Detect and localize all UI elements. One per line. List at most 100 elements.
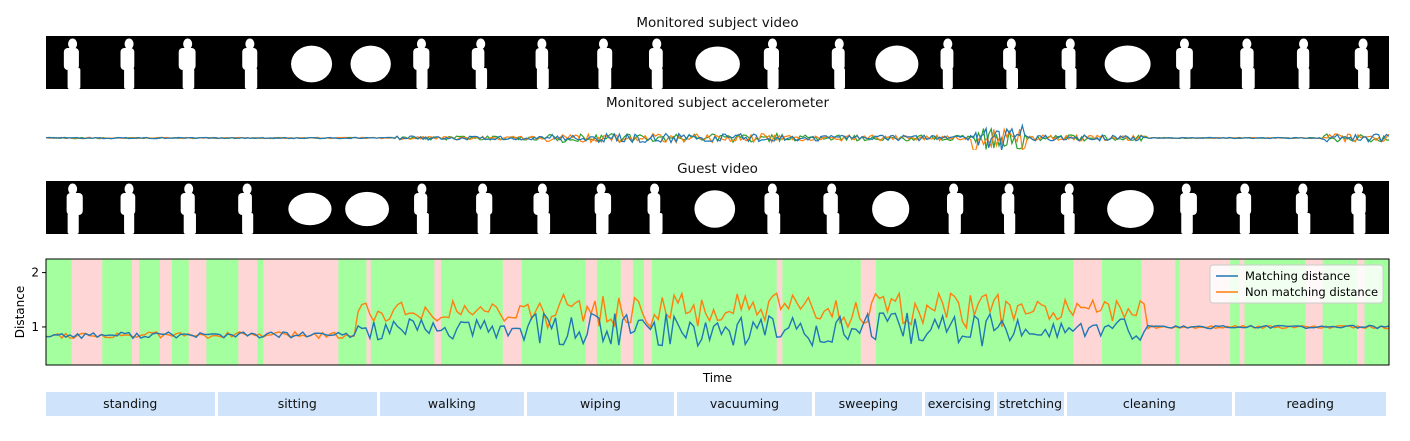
prediction-segment xyxy=(119,259,133,365)
prediction-segment xyxy=(1102,259,1107,365)
monitored-video-frames xyxy=(63,38,1370,89)
prediction-segment xyxy=(85,259,103,365)
prediction-segment xyxy=(1060,259,1068,365)
prediction-segment xyxy=(890,259,898,365)
guest-video-strip xyxy=(46,181,1389,234)
silhouette-frame xyxy=(831,38,846,89)
silhouette-frame xyxy=(414,183,429,234)
prediction-segment xyxy=(825,259,832,365)
guest-title: Guest video xyxy=(677,161,758,177)
y-tick-label: 1 xyxy=(31,320,39,334)
prediction-segment xyxy=(458,259,474,365)
silhouette-frame xyxy=(471,38,488,89)
prediction-segment xyxy=(1175,259,1181,365)
silhouette-frame xyxy=(1001,183,1016,234)
prediction-segment xyxy=(199,259,207,365)
prediction-segment xyxy=(538,259,554,365)
activity-label: wiping xyxy=(526,392,675,416)
prediction-segment xyxy=(776,259,783,365)
prediction-segment xyxy=(794,259,803,365)
prediction-segment xyxy=(596,259,602,365)
prediction-segment xyxy=(811,259,826,365)
prediction-segment xyxy=(608,259,622,365)
silhouette-frame xyxy=(1240,38,1255,89)
silhouette-frame xyxy=(940,38,954,89)
silhouette-frame xyxy=(120,183,136,234)
prediction-segment xyxy=(472,259,490,365)
silhouette-frame xyxy=(180,183,196,234)
activity-label: reading xyxy=(1234,392,1386,416)
prediction-segment xyxy=(139,259,144,365)
silhouette-frame xyxy=(1236,183,1252,234)
prediction-segment xyxy=(263,259,269,365)
silhouette-frame xyxy=(1351,183,1366,234)
prediction-segment xyxy=(434,259,442,365)
silhouette-frame xyxy=(178,38,196,89)
prediction-segment xyxy=(897,259,910,365)
prediction-segment xyxy=(1179,259,1199,365)
distance-chart: 1 2 Distance Time Matching distance Non match… xyxy=(13,258,1390,385)
prediction-segment xyxy=(949,259,953,365)
accel-axis-line xyxy=(46,123,1389,150)
silhouette-frame xyxy=(823,183,840,234)
prediction-segment xyxy=(1038,259,1046,365)
activity-label: walking xyxy=(380,392,524,416)
y-tick-label: 2 xyxy=(31,266,39,280)
prediction-segment xyxy=(102,259,120,365)
activity-label: stretching xyxy=(996,392,1065,416)
silhouette-frame xyxy=(1295,183,1311,234)
prediction-segment xyxy=(849,259,862,365)
prediction-segment xyxy=(53,259,73,365)
prediction-segment xyxy=(974,259,990,365)
prediction-segment xyxy=(1158,259,1176,365)
prediction-segment xyxy=(233,259,239,365)
silhouette-frame xyxy=(763,38,779,89)
prediction-segment xyxy=(620,259,634,365)
silhouette-frame xyxy=(875,45,919,83)
silhouette-frame xyxy=(476,183,493,234)
prediction-segment xyxy=(167,259,173,365)
prediction-segment xyxy=(718,259,726,365)
prediction-segment xyxy=(1153,259,1160,365)
silhouette-frame xyxy=(1060,183,1075,234)
prediction-segment xyxy=(952,259,962,365)
prediction-segment xyxy=(1313,259,1324,365)
prediction-segment xyxy=(651,259,663,365)
prediction-segment xyxy=(961,259,973,365)
prediction-segment xyxy=(712,259,720,365)
prediction-segment xyxy=(321,259,340,365)
silhouette-frame xyxy=(533,183,551,234)
prediction-segment xyxy=(71,259,87,365)
prediction-segment xyxy=(188,259,201,365)
silhouette-frame xyxy=(288,192,332,226)
prediction-segment xyxy=(220,259,235,365)
prediction-segment xyxy=(786,259,796,365)
monitored-video-strip xyxy=(46,36,1389,89)
prediction-segment xyxy=(1141,259,1154,365)
chart-legend: Matching distance Non matching distance xyxy=(1209,264,1384,304)
prediction-segment xyxy=(1126,259,1143,365)
prediction-segment xyxy=(271,259,279,365)
silhouette-frame xyxy=(1176,38,1193,89)
prediction-segment xyxy=(1198,259,1208,365)
video-title: Monitored subject video xyxy=(636,15,799,31)
prediction-segment xyxy=(132,259,140,365)
prediction-segment xyxy=(1364,259,1376,365)
prediction-segment xyxy=(908,259,922,365)
silhouette-frame xyxy=(1003,38,1019,89)
silhouette-frame xyxy=(694,190,736,228)
silhouette-frame xyxy=(535,38,549,89)
silhouette-frame xyxy=(597,38,613,89)
silhouette-frame xyxy=(120,38,135,89)
prediction-segment xyxy=(316,259,322,365)
prediction-segment xyxy=(758,259,778,365)
silhouette-frame xyxy=(1296,38,1310,89)
prediction-segment xyxy=(286,259,299,365)
prediction-segment xyxy=(142,259,150,365)
prediction-segment xyxy=(298,259,318,365)
plot-frame xyxy=(45,258,1390,366)
activity-label: sitting xyxy=(217,392,377,416)
prediction-segment xyxy=(875,259,892,365)
silhouette-frame xyxy=(1180,183,1197,234)
prediction-segment xyxy=(860,259,877,365)
